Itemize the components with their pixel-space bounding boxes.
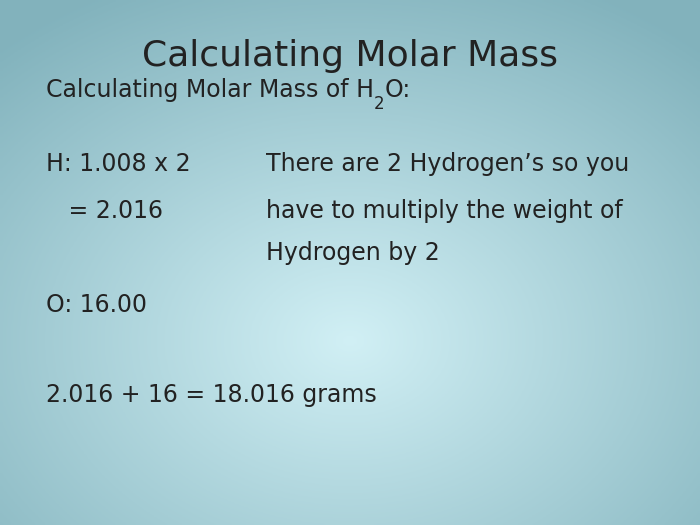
Text: Calculating Molar Mass: Calculating Molar Mass [142,39,558,74]
Text: Hydrogen by 2: Hydrogen by 2 [266,241,440,265]
Text: H: 1.008 x 2: H: 1.008 x 2 [46,152,190,176]
Text: 2.016 + 16 = 18.016 grams: 2.016 + 16 = 18.016 grams [46,383,377,407]
Text: = 2.016: = 2.016 [46,199,162,223]
Text: O:: O: [384,78,410,102]
Text: There are 2 Hydrogen’s so you: There are 2 Hydrogen’s so you [266,152,629,176]
Text: have to multiply the weight of: have to multiply the weight of [266,199,623,223]
Text: Calculating Molar Mass of H: Calculating Molar Mass of H [46,78,374,102]
Text: 2: 2 [374,94,384,113]
Text: O: 16.00: O: 16.00 [46,293,146,318]
Text: 2: 2 [374,94,384,113]
